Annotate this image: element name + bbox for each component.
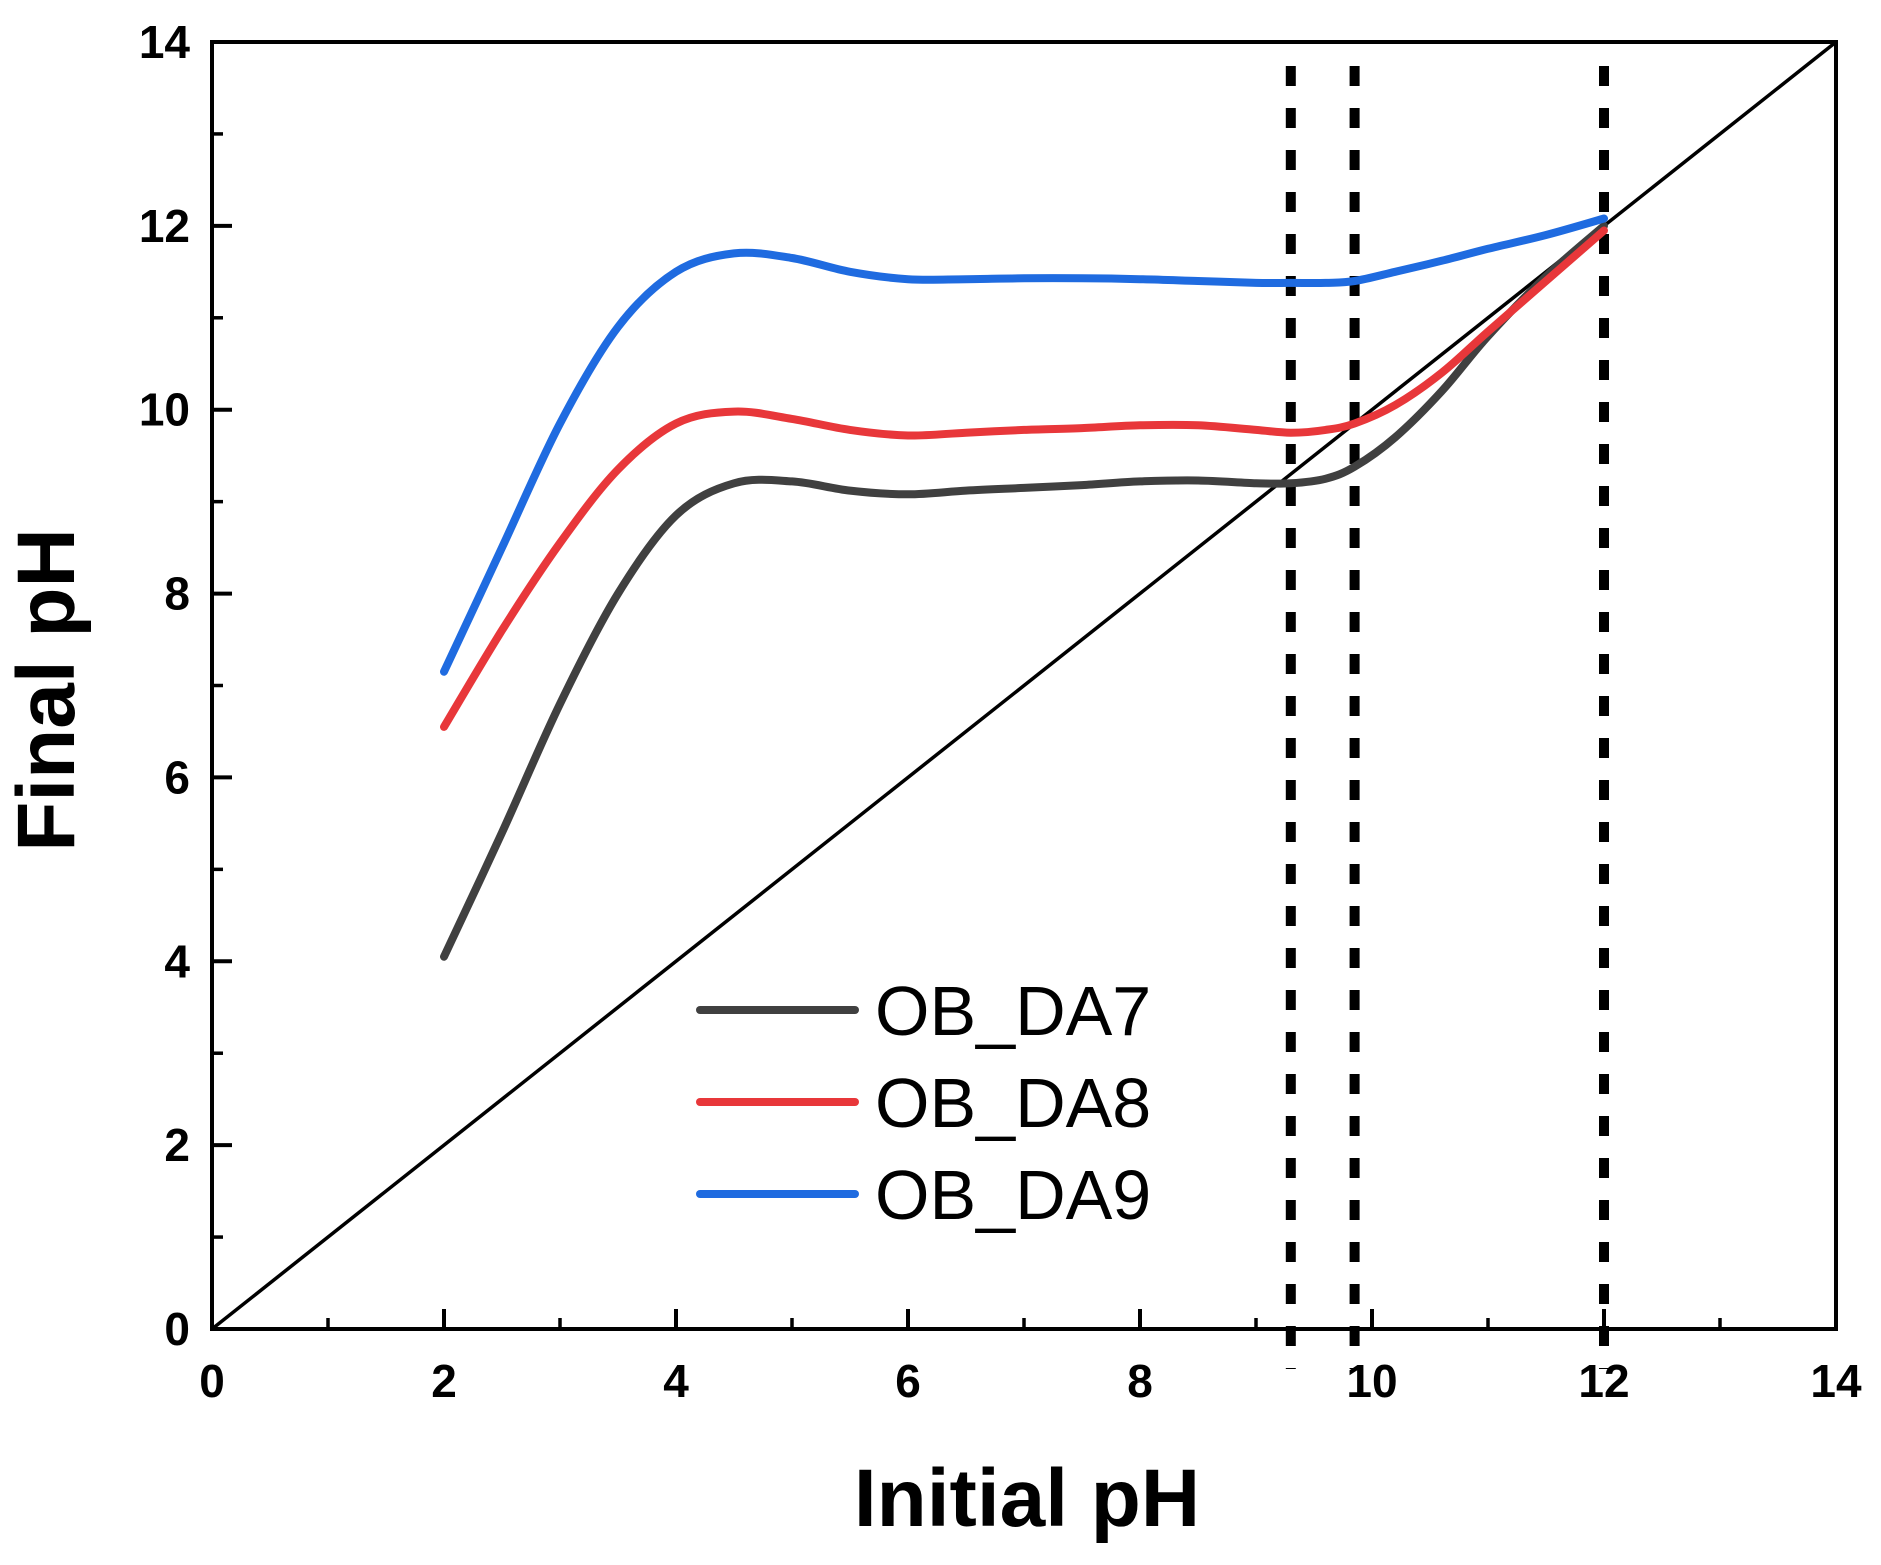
y-tick-label: 8	[164, 568, 190, 620]
legend: OB_DA7 OB_DA8 OB_DA9	[696, 972, 1151, 1234]
series-line-ob-da7	[440, 221, 1608, 961]
series-line-ob-da8	[440, 226, 1608, 731]
x-tick-label: 4	[663, 1355, 689, 1407]
x-axis-title: Initial pH	[854, 1453, 1200, 1544]
y-tick-label: 14	[139, 16, 191, 68]
x-tick-label: 8	[1127, 1355, 1153, 1407]
series-line-ob-da9	[440, 214, 1608, 676]
y-tick-label: 6	[164, 751, 190, 803]
axis-ticks: 0 2 4 6 8 10 12 14 0 2 4 6 8 10 12 14	[139, 16, 1862, 1407]
legend-label: OB_DA7	[875, 972, 1151, 1050]
x-tick-label: 2	[431, 1355, 457, 1407]
x-tick-label: 6	[895, 1355, 921, 1407]
legend-label: OB_DA8	[875, 1064, 1151, 1142]
y-tick-label: 2	[164, 1119, 190, 1171]
x-tick-label: 14	[1810, 1355, 1862, 1407]
y-tick-label: 12	[139, 200, 190, 252]
y-tick-label: 10	[139, 384, 190, 436]
y-axis-title: Final pH	[1, 528, 92, 851]
y-tick-label: 0	[164, 1303, 190, 1355]
x-tick-label: 12	[1578, 1355, 1629, 1407]
legend-label: OB_DA9	[875, 1156, 1151, 1234]
y-tick-label: 4	[164, 935, 190, 987]
x-tick-label: 0	[199, 1355, 225, 1407]
x-tick-label: 10	[1346, 1355, 1397, 1407]
